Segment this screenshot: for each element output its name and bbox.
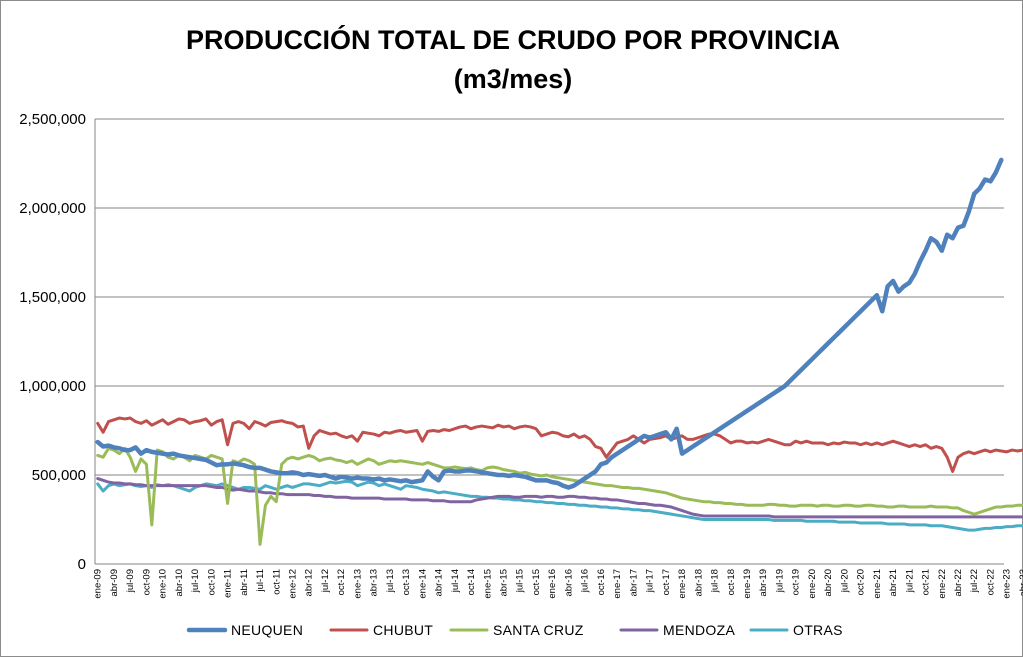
legend-label: NEUQUEN: [231, 622, 303, 638]
x-tick-label: jul-13: [385, 569, 396, 593]
x-tick-label: oct-17: [661, 569, 672, 595]
x-tick-label: abr-16: [563, 569, 574, 596]
x-tick-label: jul-19: [774, 569, 785, 593]
series-line-chubut: [96, 416, 1023, 473]
y-tick-label: 1,500,000: [19, 289, 86, 306]
x-tick-label: abr-17: [628, 569, 639, 596]
x-tick-label: abr-22: [953, 569, 964, 596]
y-tick-label: 1,000,000: [19, 378, 86, 395]
x-tick-label: ene-12: [287, 569, 298, 599]
x-tick-label: jul-11: [255, 569, 266, 593]
x-tick-label: oct-10: [206, 569, 217, 595]
axes: [94, 119, 1004, 565]
x-tick-label: ene-11: [223, 569, 234, 598]
x-tick-label: oct-09: [141, 569, 152, 595]
y-axis-tick-labels: 0 500,000 1,000,000 1,500,000 2,000,000 2,500…: [19, 111, 86, 573]
x-tick-label: jul-15: [515, 569, 526, 593]
x-tick-label: ene-19: [742, 569, 753, 599]
series-line-neuquen: [95, 157, 1004, 490]
y-tick-label: 0: [78, 556, 86, 573]
x-tick-label: oct-15: [531, 569, 542, 595]
x-tick-label: jul-22: [969, 569, 980, 593]
chart-subtitle: (m3/mes): [454, 64, 573, 94]
x-tick-label: oct-14: [466, 569, 477, 595]
x-tick-label: ene-13: [352, 569, 363, 599]
legend-label: OTRAS: [793, 622, 843, 638]
x-tick-label: oct-19: [791, 569, 802, 595]
x-tick-label: ene-22: [937, 569, 948, 599]
x-tick-label: abr-23: [1018, 569, 1023, 596]
x-axis-tick-labels: ene-09 abr-09 jul-09 oct-09 ene-10 abr-10 jul-…: [93, 569, 1023, 599]
x-tick-label: jul-14: [450, 569, 461, 593]
x-tick-label: jul-21: [904, 569, 915, 593]
x-tick-label: jul-09: [125, 569, 136, 593]
series-lines: [95, 157, 1023, 546]
x-tick-label: ene-10: [158, 569, 169, 599]
x-tick-label: jul-10: [190, 569, 201, 593]
x-tick-label: abr-19: [758, 569, 769, 596]
x-tick-label: ene-09: [93, 569, 104, 599]
x-tick-label: oct-13: [401, 569, 412, 595]
x-tick-label: oct-22: [985, 569, 996, 595]
legend-label: CHUBUT: [373, 622, 433, 638]
x-tick-label: abr-12: [304, 569, 315, 596]
x-tick-label: abr-13: [369, 569, 380, 596]
y-tick-label: 2,500,000: [19, 111, 86, 128]
y-tick-label: 500,000: [32, 467, 86, 484]
x-tick-label: jul-20: [839, 569, 850, 593]
chart-title: PRODUCCIÓN TOTAL DE CRUDO POR PROVINCIA: [186, 24, 840, 55]
x-tick-label: abr-18: [693, 569, 704, 596]
x-tick-label: ene-18: [677, 569, 688, 599]
x-tick-label: jul-17: [645, 569, 656, 593]
x-tick-label: oct-18: [726, 569, 737, 595]
x-tick-label: jul-18: [710, 569, 721, 593]
legend-label: SANTA CRUZ: [493, 622, 584, 638]
y-tick-label: 2,000,000: [19, 200, 86, 217]
series-line-santa-cruz: [96, 446, 1023, 546]
x-tick-label: oct-16: [596, 569, 607, 595]
x-tick-label: ene-17: [612, 569, 623, 599]
x-tick-label: ene-15: [482, 569, 493, 599]
x-tick-label: ene-23: [1002, 569, 1013, 599]
x-tick-label: abr-11: [239, 569, 250, 596]
x-tick-label: oct-21: [921, 569, 932, 595]
x-tick-label: ene-20: [807, 569, 818, 599]
gridlines: [95, 118, 1004, 476]
legend-label: MENDOZA: [663, 622, 735, 638]
x-tick-label: jul-12: [320, 569, 331, 593]
x-tick-label: oct-12: [336, 569, 347, 595]
x-tick-label: jul-16: [580, 569, 591, 593]
x-tick-label: ene-14: [417, 569, 428, 599]
x-tick-label: abr-15: [499, 569, 510, 596]
x-tick-label: oct-20: [856, 569, 867, 595]
x-tick-label: abr-10: [174, 569, 185, 596]
x-tick-label: ene-16: [547, 569, 558, 599]
x-tick-label: abr-21: [888, 569, 899, 596]
x-tick-label: ene-21: [872, 569, 883, 599]
x-tick-label: oct-11: [271, 569, 282, 595]
legend: NEUQUEN CHUBUT SANTA CRUZ MENDOZA OTRAS: [186, 622, 843, 638]
x-tick-label: abr-09: [109, 569, 120, 596]
x-tick-label: abr-14: [434, 569, 445, 596]
x-tick-label: abr-20: [823, 569, 834, 596]
